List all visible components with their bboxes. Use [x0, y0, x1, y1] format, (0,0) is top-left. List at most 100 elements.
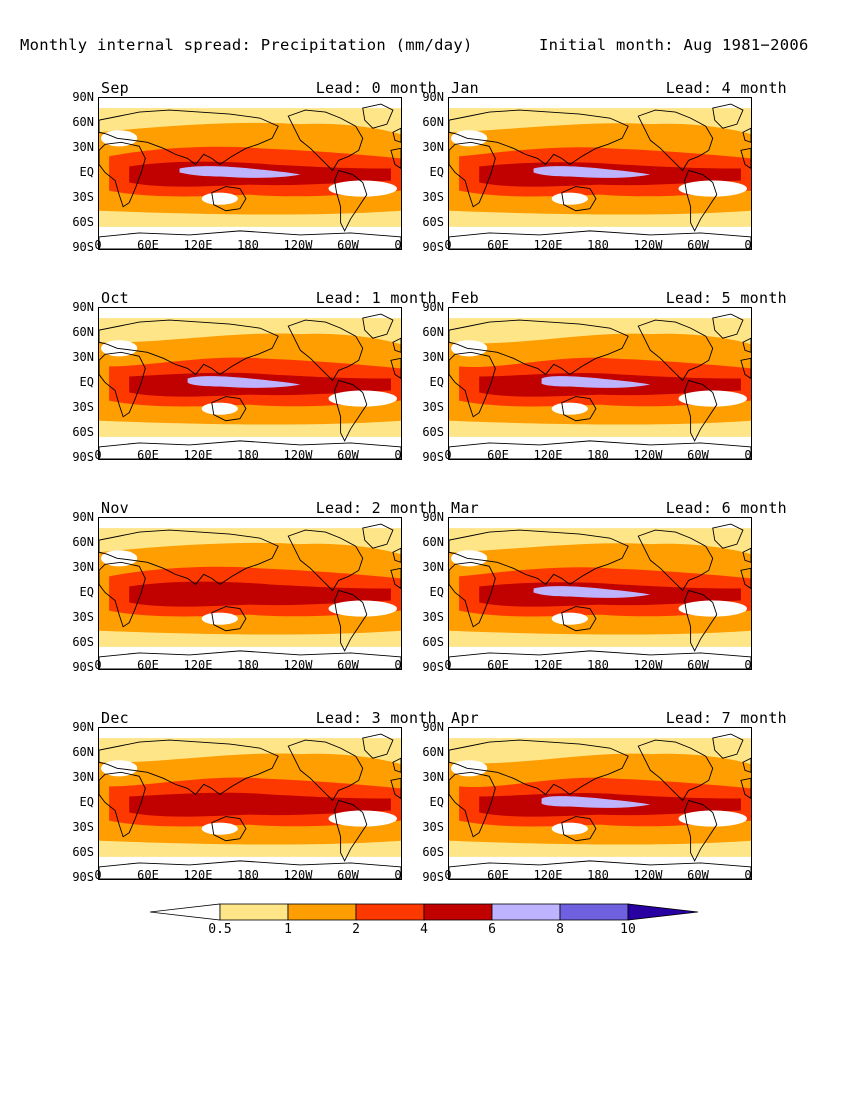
lon-tick-label: 120E	[183, 868, 213, 882]
colorbar-high-triangle	[627, 903, 699, 921]
southeast-pacific-dry-region	[328, 810, 397, 827]
lat-tick-label: 60N	[422, 535, 444, 549]
greenland-coastline	[362, 733, 394, 759]
lat-tick-label: 60N	[72, 745, 94, 759]
lon-tick-label: 120E	[183, 658, 213, 672]
lat-tick-label: EQ	[79, 585, 94, 599]
north-america-coastline	[637, 109, 714, 172]
southeast-pacific-dry-region	[328, 600, 397, 617]
africa-coastline	[449, 141, 496, 208]
antarctica-coastline	[449, 860, 751, 879]
southeast-pacific-dry-region	[678, 390, 747, 407]
lon-tick-label: 120E	[183, 238, 213, 252]
europe-east-coastline	[742, 127, 751, 143]
greenland-coastline	[362, 103, 394, 129]
australia-dry-region	[201, 402, 238, 415]
south-america-coastline	[684, 379, 718, 442]
lat-tick-label: 30S	[422, 190, 444, 204]
panel-lead-label: Lead: 4 month	[665, 79, 787, 97]
colorbar-box	[219, 903, 289, 921]
panel-month-label: Apr	[451, 709, 479, 727]
australia-dry-region	[551, 402, 588, 415]
southeast-pacific-dry-region	[678, 180, 747, 197]
lon-tick-label: 0	[744, 448, 752, 462]
north-america-coastline	[637, 739, 714, 802]
lat-tick-label: 60S	[72, 425, 94, 439]
lat-tick-label: 60N	[72, 325, 94, 339]
lat-tick-label: 90S	[72, 660, 94, 674]
lon-tick-label: 60E	[487, 658, 509, 672]
lat-tick-label: 30N	[72, 770, 94, 784]
antarctica-coastline	[99, 230, 401, 249]
lat-tick-label: 30N	[422, 350, 444, 364]
lat-tick-label: EQ	[429, 585, 444, 599]
africa-west-coastline	[390, 357, 401, 380]
southeast-pacific-dry-region	[678, 810, 747, 827]
lon-tick-label: 120E	[533, 868, 563, 882]
lat-tick-label: 90N	[72, 720, 94, 734]
africa-coastline	[449, 561, 496, 628]
greenland-coastline	[362, 523, 394, 549]
lon-tick-label: 60W	[337, 448, 359, 462]
colorbar-box	[559, 903, 629, 921]
lon-tick-label: 0	[94, 448, 102, 462]
lat-tick-label: 90N	[72, 510, 94, 524]
africa-coastline	[99, 141, 146, 208]
initial-month-label: Initial month: Aug 1981−2006	[539, 36, 809, 54]
africa-west-coastline	[740, 777, 751, 800]
lon-tick-label: 180	[587, 448, 609, 462]
lat-tick-label: 60S	[72, 845, 94, 859]
lon-tick-label: 180	[237, 238, 259, 252]
antarctica-coastline	[99, 650, 401, 669]
lon-tick-label: 120W	[283, 448, 313, 462]
lon-tick-label: 0	[744, 658, 752, 672]
south-america-coastline	[684, 589, 718, 652]
africa-west-coastline	[740, 147, 751, 170]
lon-tick-label: 60W	[337, 238, 359, 252]
lon-tick-label: 120W	[633, 868, 663, 882]
panel-month-label: Feb	[451, 289, 479, 307]
lon-tick-label: 0	[94, 238, 102, 252]
lat-tick-label: 30N	[422, 560, 444, 574]
lat-tick-label: 60S	[422, 845, 444, 859]
south-america-coastline	[334, 169, 368, 232]
lon-tick-label: 60E	[137, 448, 159, 462]
africa-west-coastline	[390, 567, 401, 590]
lon-tick-label: 180	[587, 238, 609, 252]
lon-tick-label: 0	[744, 868, 752, 882]
lon-tick-label: 0	[394, 238, 402, 252]
lon-tick-label: 60E	[137, 658, 159, 672]
precip-spread-map	[98, 97, 402, 250]
africa-west-coastline	[740, 567, 751, 590]
precip-spread-map	[98, 517, 402, 670]
lon-tick-label: 60W	[687, 448, 709, 462]
lon-tick-label: 60E	[487, 238, 509, 252]
panel-lead-label: Lead: 6 month	[665, 499, 787, 517]
lon-tick-label: 0	[394, 448, 402, 462]
lat-tick-label: EQ	[429, 165, 444, 179]
europe-east-coastline	[392, 337, 401, 353]
lat-tick-label: 90S	[422, 660, 444, 674]
colorbar-tick-label: 10	[620, 922, 636, 937]
lat-tick-label: 90N	[72, 300, 94, 314]
europe-east-coastline	[742, 337, 751, 353]
map-panel-sep: Sep Lead: 0 month 90N 60N 30N EQ 30S 60S 90S 0 60E…	[72, 79, 443, 270]
colorbar-tick-label: 1	[284, 922, 292, 937]
south-america-coastline	[334, 799, 368, 862]
colorbar-tick-label: 2	[352, 922, 360, 937]
lat-tick-label: 90S	[422, 870, 444, 884]
eurasia-coastline	[449, 739, 629, 796]
lon-tick-label: 120W	[633, 658, 663, 672]
north-america-coastline	[287, 529, 364, 592]
spread-level-5-region	[541, 376, 651, 388]
australia-coastline	[561, 186, 597, 212]
panel-month-label: Nov	[101, 499, 129, 517]
eurasia-coastline	[99, 529, 279, 586]
lat-tick-label: 60N	[422, 325, 444, 339]
colorbar-tick-label: 4	[420, 922, 428, 937]
eurasia-coastline	[99, 739, 279, 796]
lat-tick-label: 90S	[422, 240, 444, 254]
lat-tick-label: 90N	[72, 90, 94, 104]
colorbar	[150, 903, 699, 921]
europe-east-coastline	[742, 757, 751, 773]
